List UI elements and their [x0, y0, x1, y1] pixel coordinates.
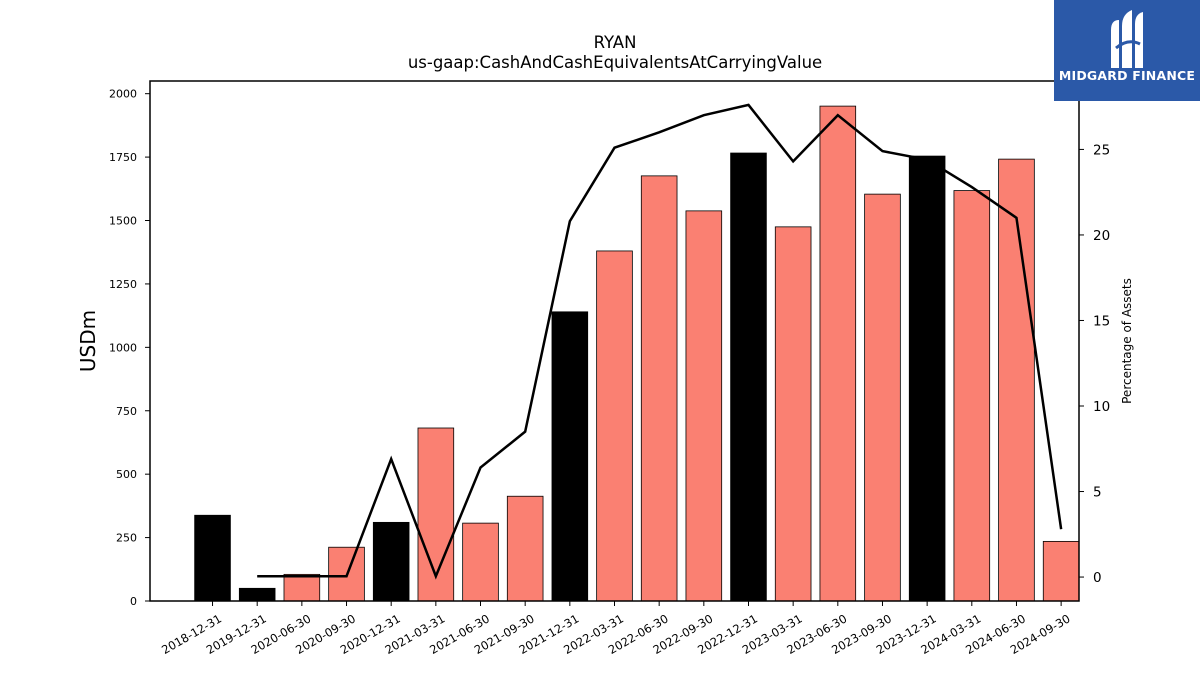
- y2-tick-label: 15: [1093, 313, 1110, 329]
- y2-tick-label: 20: [1093, 228, 1110, 244]
- logo-text: MIDGARD FINANCE: [1058, 68, 1196, 83]
- y-tick-label: 2000: [109, 88, 137, 101]
- bar-2021-12-31: [551, 311, 589, 602]
- y-tick-label: 0: [130, 595, 137, 608]
- bar-2024-09-30: [1042, 540, 1080, 602]
- y-axis-label: USDm: [76, 310, 100, 372]
- bar-2022-09-30: [685, 210, 723, 602]
- bar-2022-12-31: [730, 152, 767, 602]
- bar-2021-06-30: [462, 522, 499, 602]
- bar-2024-03-31: [953, 190, 991, 602]
- bar-2022-03-31: [596, 250, 633, 602]
- bar-2023-09-30: [864, 193, 901, 602]
- logo-mark-icon: [1111, 10, 1143, 68]
- brand-logo: MIDGARD FINANCE: [1054, 0, 1200, 101]
- bar-2023-06-30: [819, 105, 857, 602]
- y-tick-label: 1250: [109, 278, 137, 291]
- y-tick-label: 500: [116, 468, 137, 481]
- y2-tick-label: 25: [1093, 142, 1110, 158]
- bar-2023-03-31: [774, 226, 812, 602]
- percentage-line: [257, 103, 1063, 580]
- bar-2021-09-30: [506, 495, 544, 602]
- chart-title: RYAN: [594, 33, 637, 52]
- chart-subtitle: us-gaap:CashAndCashEquivalentsAtCarrying…: [408, 53, 822, 72]
- bar-2020-06-30: [283, 573, 321, 602]
- y2-tick-label: 5: [1093, 485, 1102, 501]
- y-tick-label: 1000: [109, 341, 137, 354]
- y2-tick-label: 0: [1093, 570, 1102, 586]
- bar-2021-03-31: [417, 427, 455, 602]
- y-tick-label: 750: [116, 405, 137, 418]
- bar-2020-12-31: [372, 521, 410, 602]
- y-tick-label: 250: [116, 532, 137, 545]
- bar-2022-06-30: [640, 175, 678, 602]
- bar-2023-12-31: [908, 155, 946, 602]
- bar-2019-12-31: [238, 587, 276, 602]
- y-tick-label: 1750: [109, 151, 137, 164]
- y2-tick-label: 10: [1093, 399, 1110, 415]
- y-tick-label: 1500: [109, 215, 137, 228]
- bar-2018-12-31: [194, 514, 231, 602]
- bar-2024-06-30: [998, 158, 1035, 602]
- y2-axis-label: Percentage of Assets: [1120, 278, 1134, 404]
